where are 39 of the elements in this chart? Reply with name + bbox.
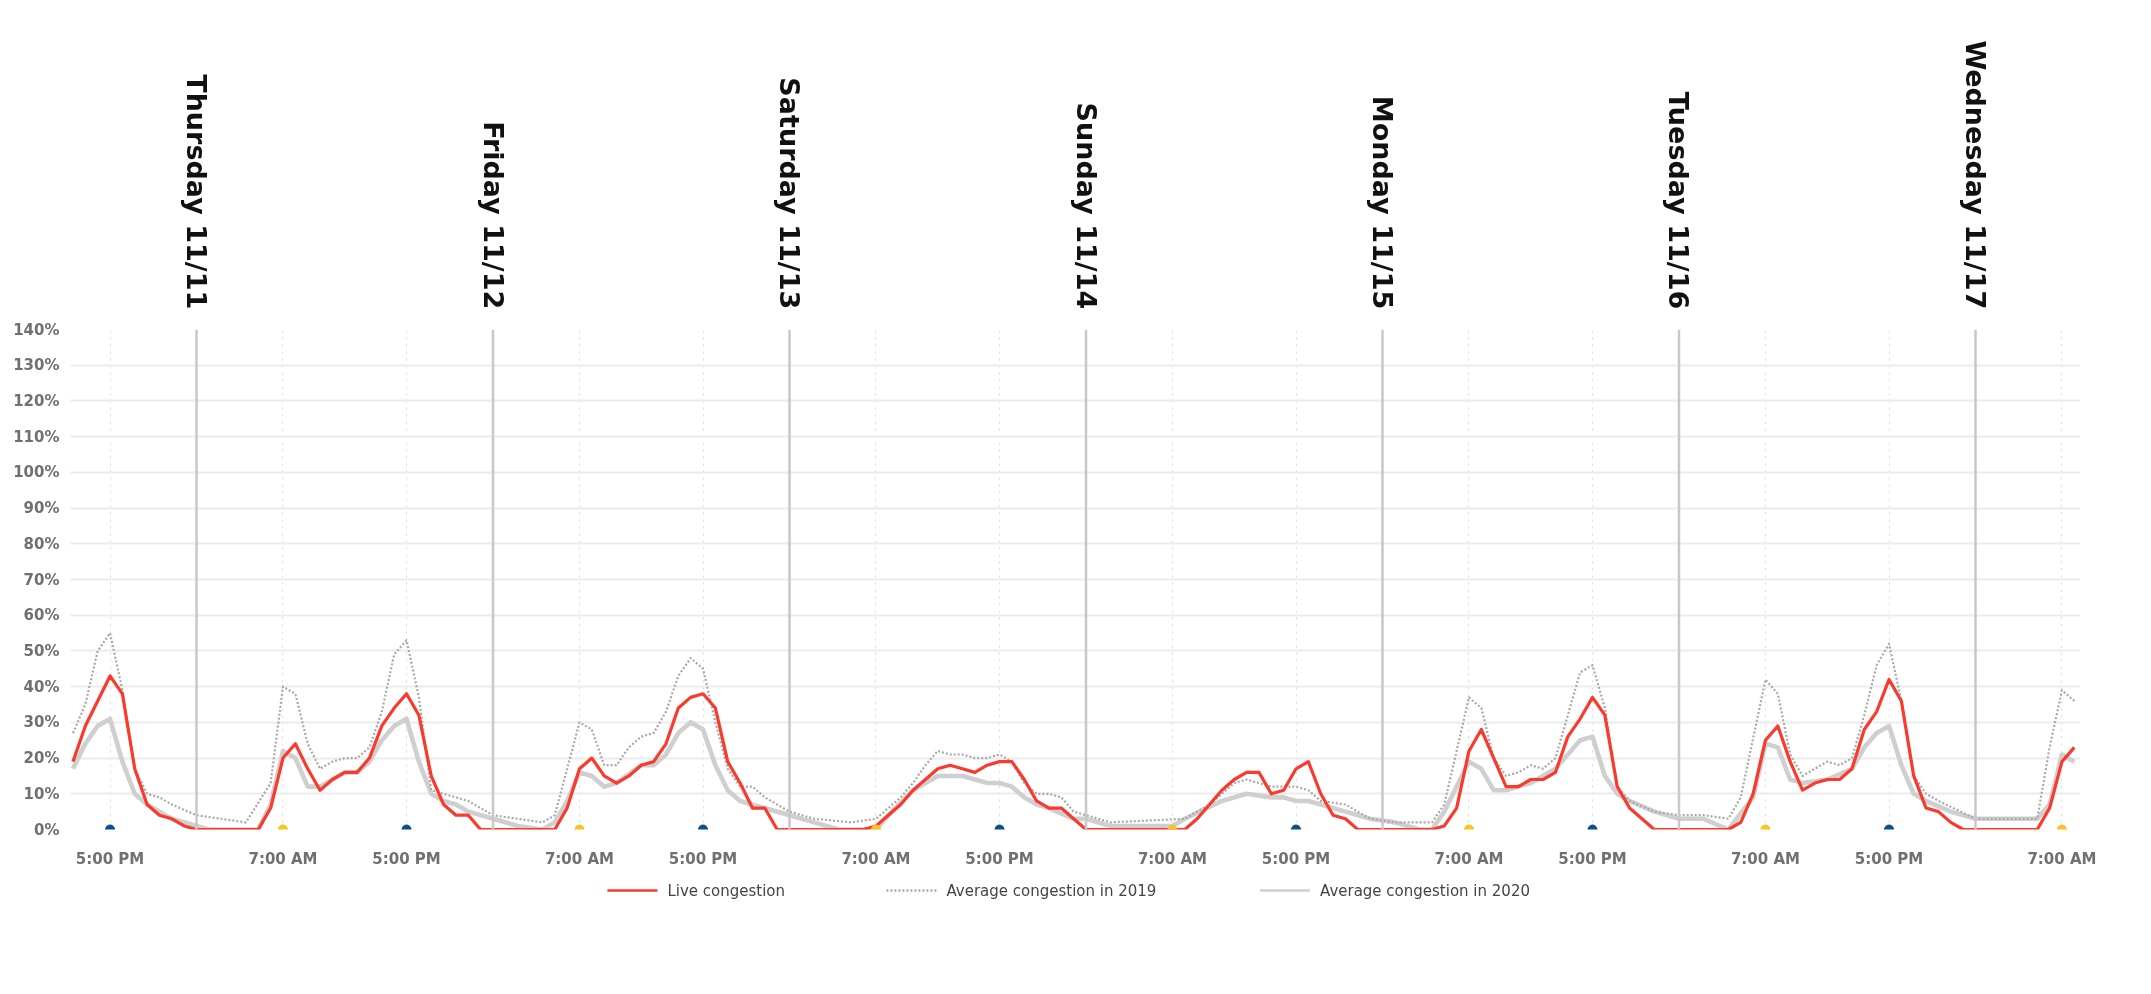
ref-line-label: Saturday 11/13 [774, 77, 805, 310]
y-tick-label: 120% [13, 391, 60, 410]
x-tick-label: 7:00 AM [1434, 849, 1504, 868]
ref-line-label: Thursday 11/11 [181, 74, 213, 310]
y-tick-label: 0% [34, 820, 60, 839]
x-tick-label: 5:00 PM [1558, 849, 1627, 868]
x-tick-label: 5:00 PM [668, 849, 738, 868]
x-tick-label: 7:00 AM [248, 849, 318, 868]
legend-label: Average congestion in 2019 [946, 881, 1157, 900]
y-tick-label: 80% [23, 534, 60, 553]
x-tick-label: 7:00 AM [1137, 849, 1208, 868]
ref-line-label: Monday 11/15 [1367, 95, 1398, 310]
x-tick-label: 5:00 PM [372, 849, 441, 868]
y-tick-label: 20% [23, 749, 60, 768]
y-tick-label: 130% [13, 356, 60, 375]
y-tick-label: 10% [23, 784, 60, 803]
x-tick-label: 7:00 AM [2027, 849, 2097, 868]
ref-line-label: Sunday 11/14 [1070, 102, 1102, 310]
y-tick-label: 100% [13, 463, 60, 482]
x-tick-label: 7:00 AM [1730, 849, 1801, 868]
x-tick-label: 5:00 PM [965, 849, 1034, 868]
y-tick-label: 40% [23, 677, 60, 696]
y-tick-label: 30% [23, 713, 60, 732]
x-tick-label: 7:00 AM [841, 849, 911, 868]
y-tick-label: 70% [23, 570, 60, 589]
y-tick-label: 60% [23, 606, 60, 625]
y-tick-label: 140% [13, 320, 60, 339]
x-tick-label: 5:00 PM [75, 849, 145, 868]
ref-line-label: Friday 11/12 [477, 121, 509, 310]
x-tick-label: 5:00 PM [1261, 849, 1331, 868]
legend-label: Live congestion [667, 881, 786, 900]
ref-line-label: Wednesday 11/17 [1959, 40, 1991, 310]
legend-label: Average congestion in 2020 [1320, 881, 1530, 900]
y-tick-label: 110% [13, 427, 60, 446]
y-tick-label: 90% [23, 499, 60, 518]
ref-line-label: Tuesday 11/16 [1663, 91, 1695, 310]
y-tick-label: 50% [23, 641, 60, 660]
x-tick-label: 7:00 AM [544, 849, 615, 868]
x-tick-label: 5:00 PM [1854, 849, 1924, 868]
